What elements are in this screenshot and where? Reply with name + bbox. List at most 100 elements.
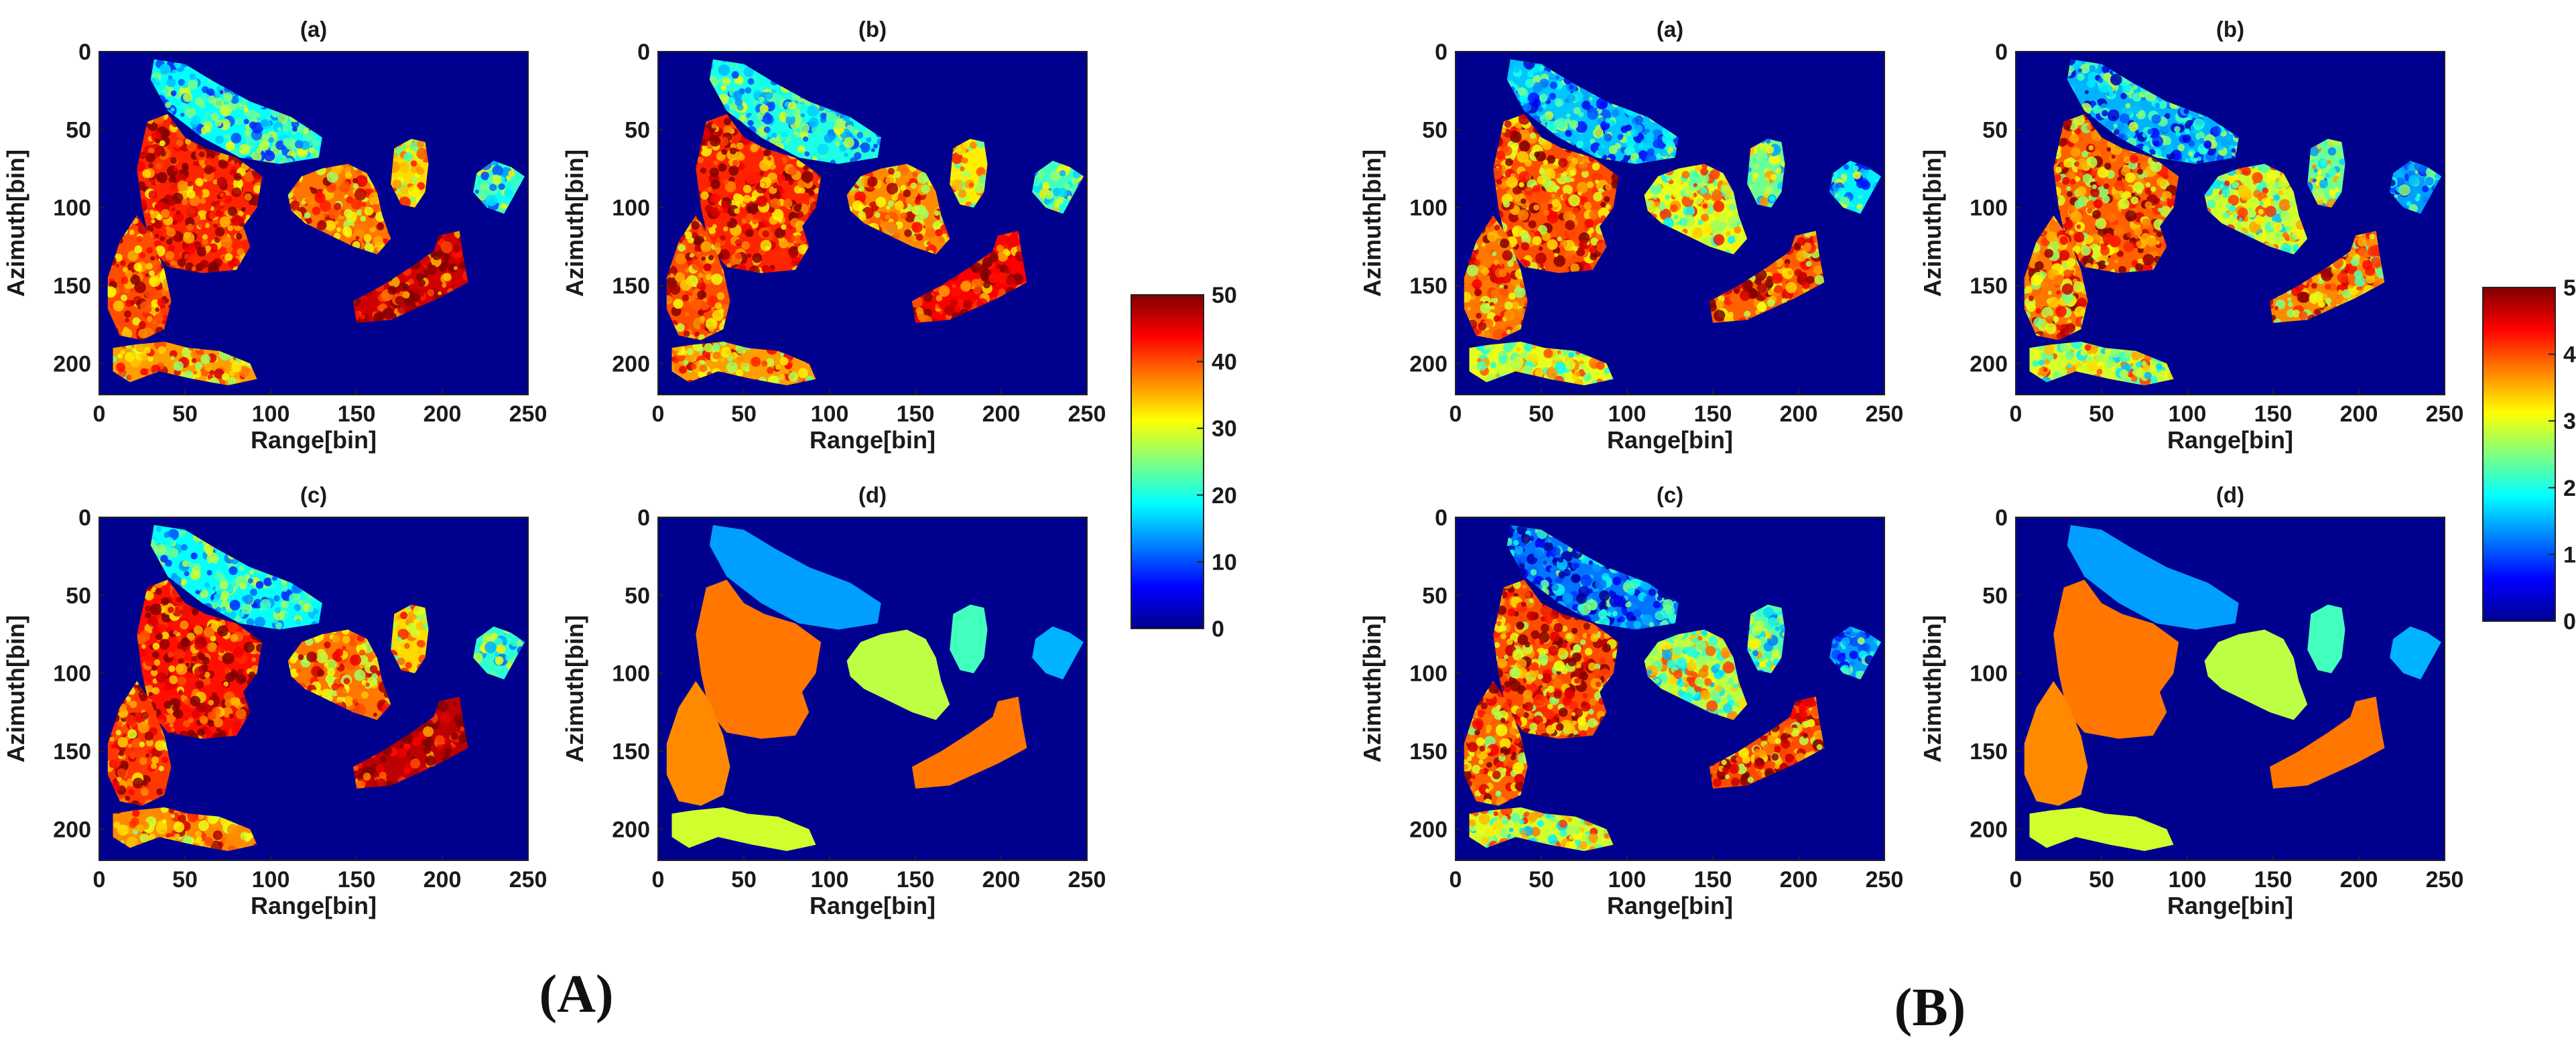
- colorbar-tick-label: 40: [1212, 350, 1237, 375]
- x-axis-label: Range[bin]: [251, 892, 377, 919]
- y-tick-label: 50: [1422, 583, 1447, 608]
- x-tick-label: 0: [652, 401, 665, 427]
- heatmap-region-south_strip: [671, 807, 816, 851]
- x-tick-label: 0: [652, 867, 665, 893]
- plot-frame: [657, 517, 1088, 861]
- x-tick-label: 200: [982, 867, 1021, 893]
- x-tick-label: 50: [172, 867, 198, 893]
- x-tick-label: 150: [338, 401, 376, 427]
- x-tick-label: 100: [2169, 401, 2207, 427]
- y-axis-label: Azimuth[bin]: [561, 615, 588, 763]
- heatmap-panel: (b) 0 50 100 150 200 250 0 50 100 150 200 Range[bin]…: [561, 17, 1106, 454]
- x-tick-label: 100: [811, 867, 849, 893]
- x-tick-label: 250: [2426, 867, 2464, 893]
- heatmap-texture: [391, 604, 429, 673]
- colorbar-tick-label: 0: [1212, 616, 1224, 642]
- plot-frame: [2015, 517, 2445, 861]
- colorbar-tick-label: 50: [1212, 283, 1237, 308]
- heatmap-region-west_center: [696, 580, 822, 739]
- x-tick-label: 100: [252, 867, 290, 893]
- colorbar-tick-label: 10: [1212, 549, 1237, 575]
- heatmap-panel: (c) 0 50 100 150 200 250 0 50 100 150 200 Range[bin]…: [2, 482, 547, 919]
- x-tick-label: 0: [1450, 867, 1462, 893]
- y-tick-label: 200: [1409, 817, 1447, 842]
- heatmap-region-far_east: [1032, 626, 1084, 679]
- heatmap-texture: [666, 215, 730, 340]
- y-tick-label: 0: [637, 505, 650, 531]
- y-tick-label: 200: [1970, 817, 2008, 842]
- panel-title: (c): [1657, 482, 1683, 507]
- panel-title: (a): [300, 17, 327, 42]
- y-axis-label: Azimuth[bin]: [1358, 615, 1386, 763]
- heatmap-region-south_strip: [2029, 807, 2174, 851]
- panel-title: (d): [2216, 482, 2244, 507]
- y-tick-label: 0: [78, 40, 91, 65]
- heatmap-region-north: [2067, 525, 2239, 630]
- heatmap-region-far_east: [2390, 626, 2441, 679]
- x-tick-label: 250: [1068, 867, 1106, 893]
- y-axis-label: Azimuth[bin]: [2, 615, 29, 763]
- y-tick-label: 200: [1409, 351, 1447, 377]
- x-tick-label: 150: [897, 867, 935, 893]
- y-tick-label: 100: [53, 196, 91, 221]
- plot-frame: [99, 517, 529, 861]
- y-tick-label: 0: [1435, 505, 1447, 531]
- y-tick-label: 50: [1982, 583, 2008, 608]
- x-axis-label: Range[bin]: [810, 892, 936, 919]
- colorbar-tick-label: 10: [2563, 542, 2576, 568]
- heatmap-region-north: [150, 525, 322, 630]
- y-tick-label: 200: [612, 817, 650, 842]
- x-tick-label: 200: [424, 867, 462, 893]
- group-label-a: (A): [539, 965, 613, 1024]
- plot-frame: [2015, 51, 2445, 395]
- y-tick-label: 100: [612, 661, 650, 687]
- y-tick-label: 0: [1435, 40, 1447, 65]
- x-tick-label: 0: [2010, 401, 2022, 427]
- heatmap-region-center: [846, 629, 950, 720]
- y-axis-label: Azimuth[bin]: [1919, 149, 1946, 297]
- x-tick-label: 100: [1608, 401, 1647, 427]
- colorbar-frame: [1131, 294, 1204, 629]
- x-tick-label: 250: [1866, 401, 1904, 427]
- panel-title: (c): [300, 482, 327, 507]
- heatmap-panel: (c) 0 50 100 150 200 250 0 50 100 150 200 Range[bin]…: [1358, 482, 1903, 919]
- x-tick-label: 200: [2340, 401, 2378, 427]
- y-tick-label: 100: [1970, 661, 2008, 687]
- y-tick-label: 100: [53, 661, 91, 687]
- heatmap-region-east_small: [950, 604, 988, 673]
- x-tick-label: 50: [172, 401, 198, 427]
- colorbar: 0 10 20 30 40 50: [2482, 275, 2576, 635]
- heatmap-region-southeast: [2269, 696, 2385, 789]
- y-tick-label: 0: [637, 40, 650, 65]
- y-tick-label: 50: [625, 117, 650, 143]
- y-tick-label: 150: [1409, 739, 1447, 765]
- x-axis-label: Range[bin]: [251, 426, 377, 454]
- x-tick-label: 0: [2010, 867, 2022, 893]
- x-axis-label: Range[bin]: [2167, 892, 2293, 919]
- plot-frame: [657, 51, 1088, 395]
- y-tick-label: 0: [1995, 505, 2008, 531]
- colorbar: 0 10 20 30 40 50: [1131, 283, 1237, 642]
- colorbar-tick-label: 40: [2563, 342, 2576, 368]
- y-tick-label: 150: [612, 739, 650, 765]
- colorbar-tick-label: 30: [2563, 409, 2576, 434]
- x-tick-label: 150: [1694, 867, 1732, 893]
- heatmap-region-east_small: [2307, 604, 2345, 673]
- heatmap-panel: (b) 0 50 100 150 200 250 0 50 100 150 200 Range[bin]…: [1919, 17, 2463, 454]
- colorbar-gradient: [2483, 287, 2555, 621]
- colorbar-tick-label: 30: [1212, 416, 1237, 442]
- y-tick-label: 50: [1422, 117, 1447, 143]
- y-axis-label: Azimuth[bin]: [2, 149, 29, 297]
- x-tick-label: 100: [2169, 867, 2207, 893]
- y-tick-label: 150: [612, 273, 650, 299]
- y-tick-label: 150: [1970, 273, 2008, 299]
- y-tick-label: 200: [612, 351, 650, 377]
- x-tick-label: 200: [982, 401, 1021, 427]
- x-tick-label: 250: [1866, 867, 1904, 893]
- y-tick-label: 50: [66, 117, 91, 143]
- heatmap-region-north: [709, 525, 881, 630]
- y-tick-label: 150: [53, 273, 91, 299]
- y-tick-label: 0: [1995, 40, 2008, 65]
- colorbar-tick-label: 20: [2563, 476, 2576, 501]
